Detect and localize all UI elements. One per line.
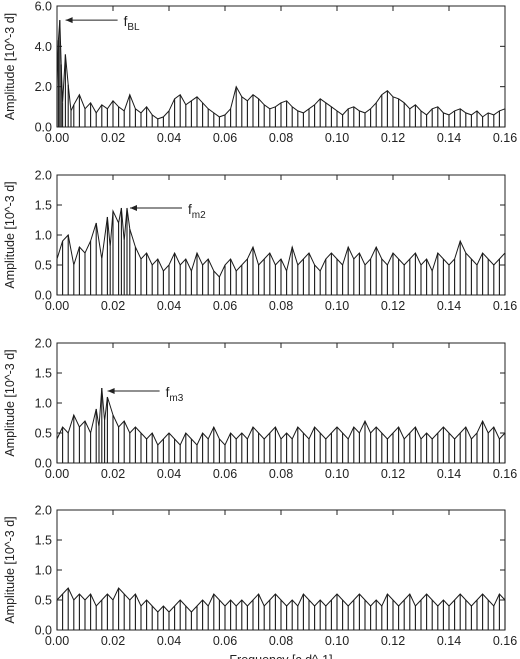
x-tick-label: 0.06 [213,634,237,648]
x-tick-label: 0.00 [45,634,69,648]
y-tick-label: 0.5 [35,594,52,608]
x-tick-label: 0.00 [45,467,69,481]
annotation-subscript: BL [127,22,140,33]
x-tick-label: 0.14 [437,131,461,145]
x-tick-label: 0.10 [325,131,349,145]
amplitude-series-line [56,207,506,278]
y-tick-label: 2.0 [35,169,52,183]
amplitude-spikes [56,20,506,127]
y-tick-label: 0.0 [35,457,52,471]
y-axis-label: Amplitude [10^-3 d] [3,516,17,623]
x-tick-label: 0.02 [101,299,125,313]
panel-4: 0.00 0.02 0.04 0.06 0.08 0.10 0.12 0.14 0.16 0.0 0… [3,504,517,659]
x-tick-label: 0.02 [101,634,125,648]
amplitude-series-line [56,20,506,120]
x-tick-label: 0.16 [493,467,517,481]
y-axis-label: Amplitude [10^-3 d] [3,349,17,456]
x-tick-label: 0.02 [101,131,125,145]
x-tick-label: 0.00 [45,299,69,313]
x-tick-label: 0.14 [437,634,461,648]
y-axis-label: Amplitude [10^-3 d] [3,181,17,288]
x-tick-label: 0.08 [269,299,293,313]
x-tick-label: 0.00 [45,131,69,145]
annotation-base: f [124,14,128,29]
y-tick-label: 1.0 [35,397,52,411]
amplitude-spikes [56,388,506,463]
y-tick-label: 0.5 [35,427,52,441]
amplitude-spikes [56,588,506,630]
y-tick-label: 0.0 [35,624,52,638]
panel-1: 0.00 0.02 0.04 0.06 0.08 0.10 0.12 0.14 0.16 0.0 2… [3,0,517,145]
annotation-label: fm2 [188,202,206,221]
y-tick-label: 0.5 [35,259,52,273]
annotation-arrow-head [65,17,73,24]
y-tick-label: 2.0 [35,504,52,518]
annotation-arrow-head [107,388,115,394]
x-tick-label: 0.04 [157,467,181,481]
x-tick-label: 0.06 [213,131,237,145]
y-tick-label: 0.0 [35,289,52,303]
x-tick-label: 0.04 [157,299,181,313]
y-tick-label: 4.0 [35,40,52,54]
x-tick-label: 0.16 [493,299,517,313]
x-tick-label: 0.16 [493,131,517,145]
y-tick-label: 0.0 [35,121,52,135]
x-tick-label: 0.04 [157,131,181,145]
y-tick-label: 1.5 [35,534,52,548]
x-tick-label: 0.04 [157,634,181,648]
annotation-base: f [166,385,170,400]
amplitude-series-line [56,387,506,446]
x-tick-label: 0.10 [325,634,349,648]
x-tick-label: 0.10 [325,467,349,481]
x-tick-label: 0.08 [269,634,293,648]
x-tick-label: 0.12 [381,131,405,145]
x-tick-label: 0.14 [437,467,461,481]
annotation-arrow-head [130,205,137,211]
annotation-label: fBL [124,14,140,33]
annotation-base: f [188,202,192,217]
y-axis-label: Amplitude [10^-3 d] [3,13,17,120]
x-tick-label: 0.10 [325,299,349,313]
x-tick-label: 0.14 [437,299,461,313]
x-tick-label: 0.12 [381,299,405,313]
annotation-subscript: m2 [192,210,206,221]
amplitude-series-line [56,587,506,613]
annotation-label: fm3 [166,385,184,404]
x-tick-label: 0.08 [269,131,293,145]
y-tick-label: 2.0 [35,337,52,351]
x-tick-label: 0.06 [213,467,237,481]
panel-2: 0.00 0.02 0.04 0.06 0.08 0.10 0.12 0.14 0.16 0.0 0… [3,169,517,314]
y-tick-label: 1.0 [35,564,52,578]
y-tick-label: 1.0 [35,229,52,243]
y-tick-label: 1.5 [35,367,52,381]
amplitude-spikes [56,208,506,295]
y-tick-label: 1.5 [35,199,52,213]
annotation-subscript: m3 [169,393,183,404]
x-tick-label: 0.12 [381,467,405,481]
x-tick-label: 0.16 [493,634,517,648]
x-axis-label: Frequency [c d^-1] [229,653,332,659]
x-tick-label: 0.12 [381,634,405,648]
x-tick-label: 0.08 [269,467,293,481]
y-tick-label: 2.0 [35,80,52,94]
x-tick-label: 0.02 [101,467,125,481]
x-tick-label: 0.06 [213,299,237,313]
y-tick-label: 6.0 [35,0,52,14]
panel-3: 0.00 0.02 0.04 0.06 0.08 0.10 0.12 0.14 0.16 0.0 0… [3,337,517,482]
